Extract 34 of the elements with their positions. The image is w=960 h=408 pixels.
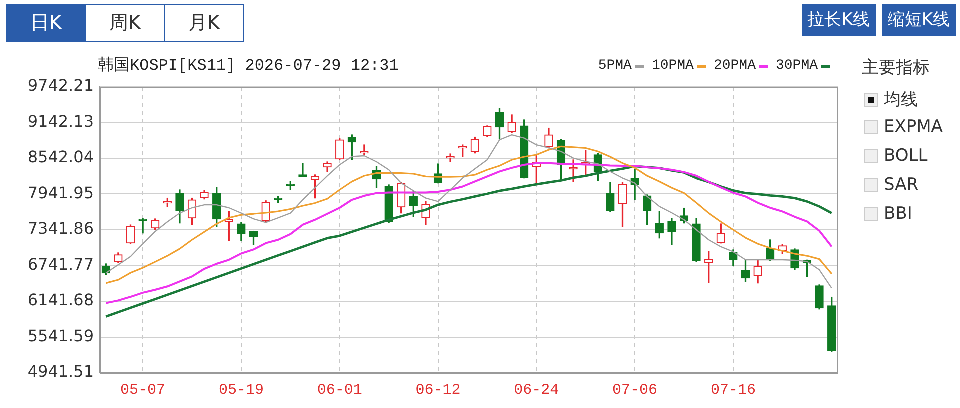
y-tick-label: 6141.68 bbox=[28, 290, 94, 310]
text: 日K bbox=[6, 4, 86, 42]
x-tick-label: 05-19 bbox=[218, 382, 264, 399]
y-tick-label: 9742.21 bbox=[28, 76, 94, 96]
text: 月K bbox=[164, 4, 244, 42]
legend-label: 10PMA bbox=[652, 58, 695, 74]
y-tick-label: 8542.04 bbox=[28, 148, 94, 167]
x-tick-label: 07-16 bbox=[710, 382, 756, 399]
candlestick bbox=[360, 144, 369, 156]
x-tick-label: 07-06 bbox=[612, 382, 658, 399]
candlestick bbox=[446, 154, 455, 162]
legend-label: 30PMA bbox=[776, 58, 819, 74]
y-tick-label: 9142.13 bbox=[28, 112, 94, 131]
y-tick-label: 6741.77 bbox=[28, 254, 94, 274]
y-tick-label: 4941.51 bbox=[28, 362, 94, 382]
y-tick-label: 7341.86 bbox=[28, 219, 94, 238]
text: EXPMA bbox=[883, 117, 943, 137]
text: 缩短K线 bbox=[882, 4, 956, 36]
text: 主要指标 bbox=[862, 57, 930, 79]
legend-label: 5PMA bbox=[598, 58, 633, 74]
x-tick-label: 06-24 bbox=[514, 382, 560, 399]
y-tick-label: 7941.95 bbox=[28, 183, 94, 202]
text: 均线 bbox=[883, 89, 918, 111]
text: BBI bbox=[883, 204, 912, 224]
x-tick-label: 06-12 bbox=[416, 382, 461, 399]
chart-title: 韩国KOSPI[KS11] 2026-07-29 12:31 bbox=[98, 56, 399, 76]
text: 拉长K线 bbox=[802, 4, 876, 36]
text: BOLL bbox=[883, 146, 928, 166]
x-tick-label: 06-01 bbox=[317, 382, 362, 399]
legend-label: 20PMA bbox=[714, 58, 757, 74]
y-tick-label: 5541.59 bbox=[28, 326, 94, 346]
text: SAR bbox=[883, 175, 919, 195]
text: 周K bbox=[85, 4, 165, 42]
x-tick-label: 05-07 bbox=[120, 382, 166, 399]
